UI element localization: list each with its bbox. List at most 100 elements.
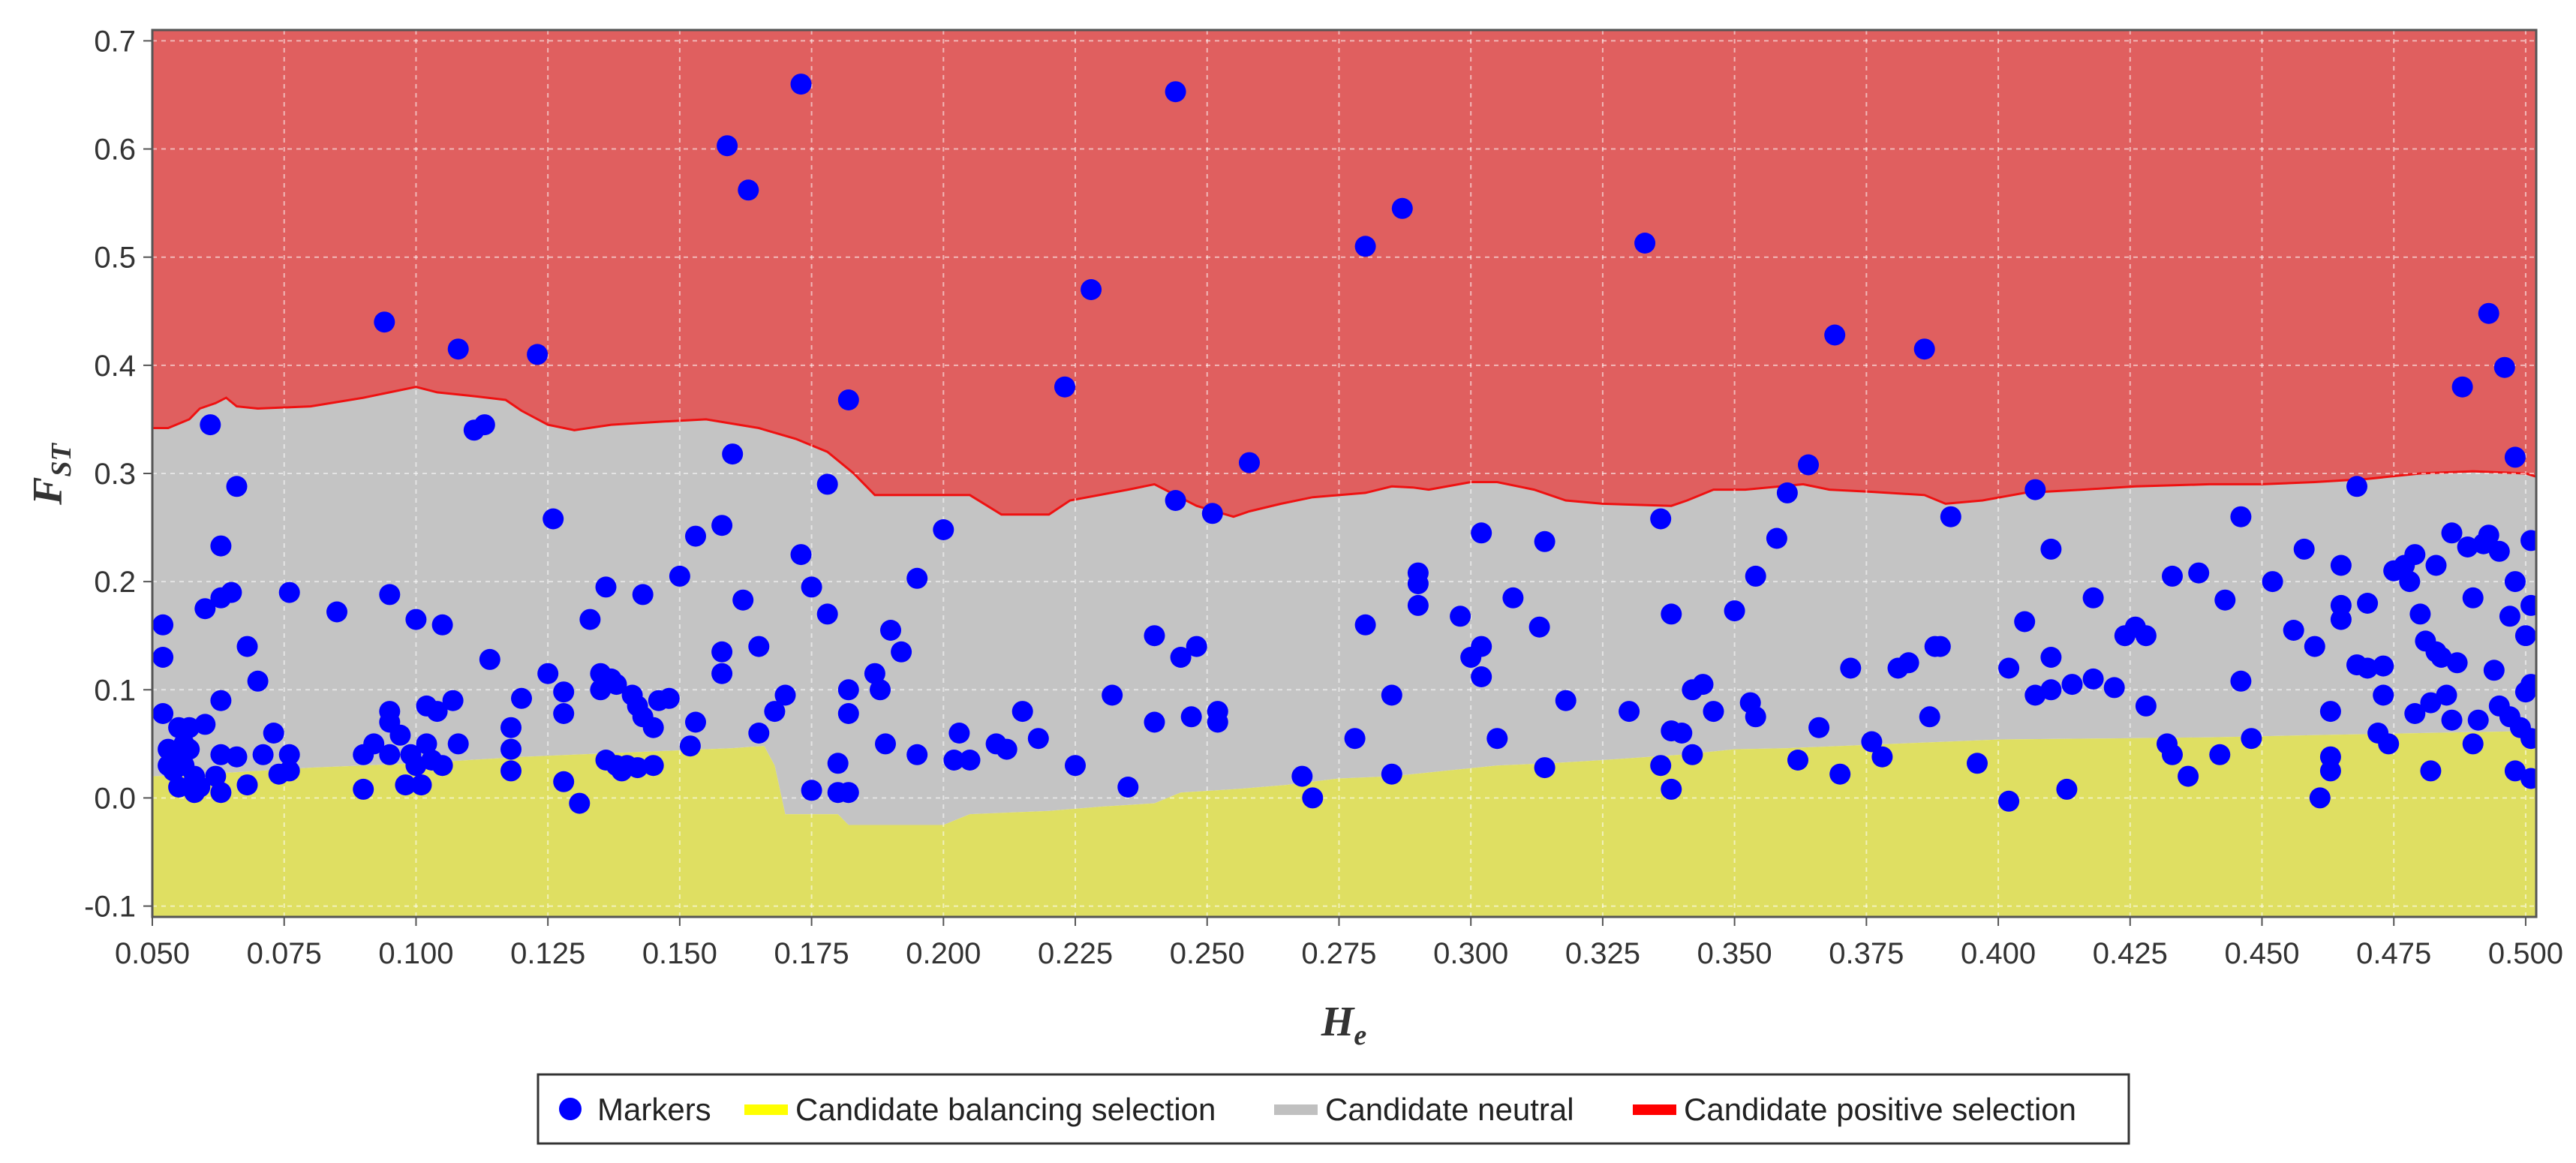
x-tick-label: 0.425 <box>2093 937 2168 970</box>
marker-point <box>2520 674 2536 696</box>
marker-point <box>2241 728 2262 750</box>
marker-point <box>1898 652 1919 674</box>
marker-point <box>827 753 849 774</box>
marker-point <box>595 576 617 598</box>
marker-point <box>168 777 190 798</box>
x-tick-label: 0.050 <box>115 937 190 970</box>
marker-point <box>1471 636 1492 657</box>
x-tick-label: 0.075 <box>247 937 322 970</box>
y-tick-label: 0.3 <box>94 458 136 491</box>
marker-point <box>326 601 347 623</box>
marker-point <box>553 771 575 792</box>
marker-point <box>479 648 500 670</box>
marker-point <box>2346 476 2367 497</box>
marker-point <box>1207 711 1228 733</box>
marker-point <box>1381 763 1402 785</box>
marker-point <box>1745 706 1766 728</box>
marker-point <box>1650 755 1672 777</box>
marker-point <box>569 792 591 814</box>
marker-point <box>1766 527 1787 549</box>
x-tick-label: 0.350 <box>1697 937 1772 970</box>
marker-point <box>2436 684 2457 706</box>
marker-point <box>1940 506 1961 527</box>
marker-point <box>711 641 733 663</box>
marker-point <box>711 663 733 684</box>
marker-point <box>906 567 928 589</box>
marker-point <box>1650 508 1672 530</box>
marker-point <box>1407 573 1429 594</box>
marker-point <box>1824 324 1846 346</box>
marker-point <box>948 723 970 744</box>
marker-point <box>642 717 664 738</box>
marker-point <box>1555 690 1577 711</box>
marker-point <box>1682 744 1703 765</box>
marker-point <box>2520 768 2536 789</box>
marker-point <box>906 744 928 765</box>
marker-point <box>1471 522 1492 544</box>
marker-point <box>511 687 532 709</box>
marker-point <box>447 733 469 755</box>
marker-point <box>2162 565 2183 587</box>
marker-point <box>1027 728 1049 750</box>
marker-point <box>1144 711 1165 733</box>
marker-point <box>1344 728 1366 750</box>
marker-point <box>2040 679 2062 701</box>
x-tick-label: 0.325 <box>1565 937 1640 970</box>
marker-point <box>933 519 954 540</box>
marker-point <box>1117 777 1139 798</box>
marker-point <box>1967 753 1988 774</box>
marker-point <box>1165 490 1186 511</box>
marker-point <box>2024 479 2046 500</box>
marker-point <box>500 738 522 760</box>
marker-point <box>579 609 601 630</box>
marker-point <box>1054 376 1075 398</box>
marker-point <box>189 777 211 798</box>
marker-point <box>537 663 559 684</box>
marker-point <box>2409 603 2431 625</box>
marker-point <box>2040 538 2062 560</box>
marker-point <box>2373 655 2394 677</box>
candidate-balancing-selection-region <box>152 731 2536 917</box>
marker-point <box>642 755 664 777</box>
marker-point <box>179 717 200 738</box>
y-axis-title: FST <box>25 442 77 505</box>
marker-point <box>658 687 680 709</box>
marker-point <box>1808 717 1830 738</box>
marker-point <box>1381 684 1402 706</box>
marker-point <box>210 782 232 804</box>
y-tick-label: 0.0 <box>94 782 136 815</box>
marker-point <box>553 703 575 724</box>
marker-point <box>943 750 965 771</box>
marker-point <box>1861 731 1883 753</box>
marker-point <box>2420 692 2442 714</box>
marker-point <box>1081 279 1102 300</box>
marker-point <box>226 746 248 768</box>
x-tick-label: 0.125 <box>510 937 585 970</box>
marker-point <box>1534 530 1556 552</box>
marker-point <box>864 663 885 684</box>
marker-point <box>1239 452 1260 473</box>
marker-point <box>2478 302 2499 324</box>
marker-point <box>1661 778 1682 800</box>
marker-point <box>717 135 738 157</box>
marker-point <box>1787 750 1808 771</box>
marker-point <box>205 765 227 787</box>
marker-point <box>389 724 411 746</box>
marker-point <box>2420 760 2442 782</box>
marker-point <box>210 690 232 711</box>
marker-point <box>1144 625 1165 647</box>
marker-point <box>2446 652 2468 674</box>
marker-point <box>2014 611 2036 633</box>
marker-point <box>801 780 822 801</box>
marker-point <box>2309 787 2331 809</box>
marker-point <box>2520 594 2536 616</box>
marker-point <box>431 614 453 636</box>
marker-point <box>1798 454 1819 476</box>
marker-point <box>2262 571 2283 593</box>
x-tick-label: 0.225 <box>1038 937 1113 970</box>
y-tick-label: 0.4 <box>94 350 136 383</box>
marker-point <box>2319 760 2341 782</box>
marker-point <box>379 744 401 765</box>
marker-point <box>1919 706 1940 728</box>
